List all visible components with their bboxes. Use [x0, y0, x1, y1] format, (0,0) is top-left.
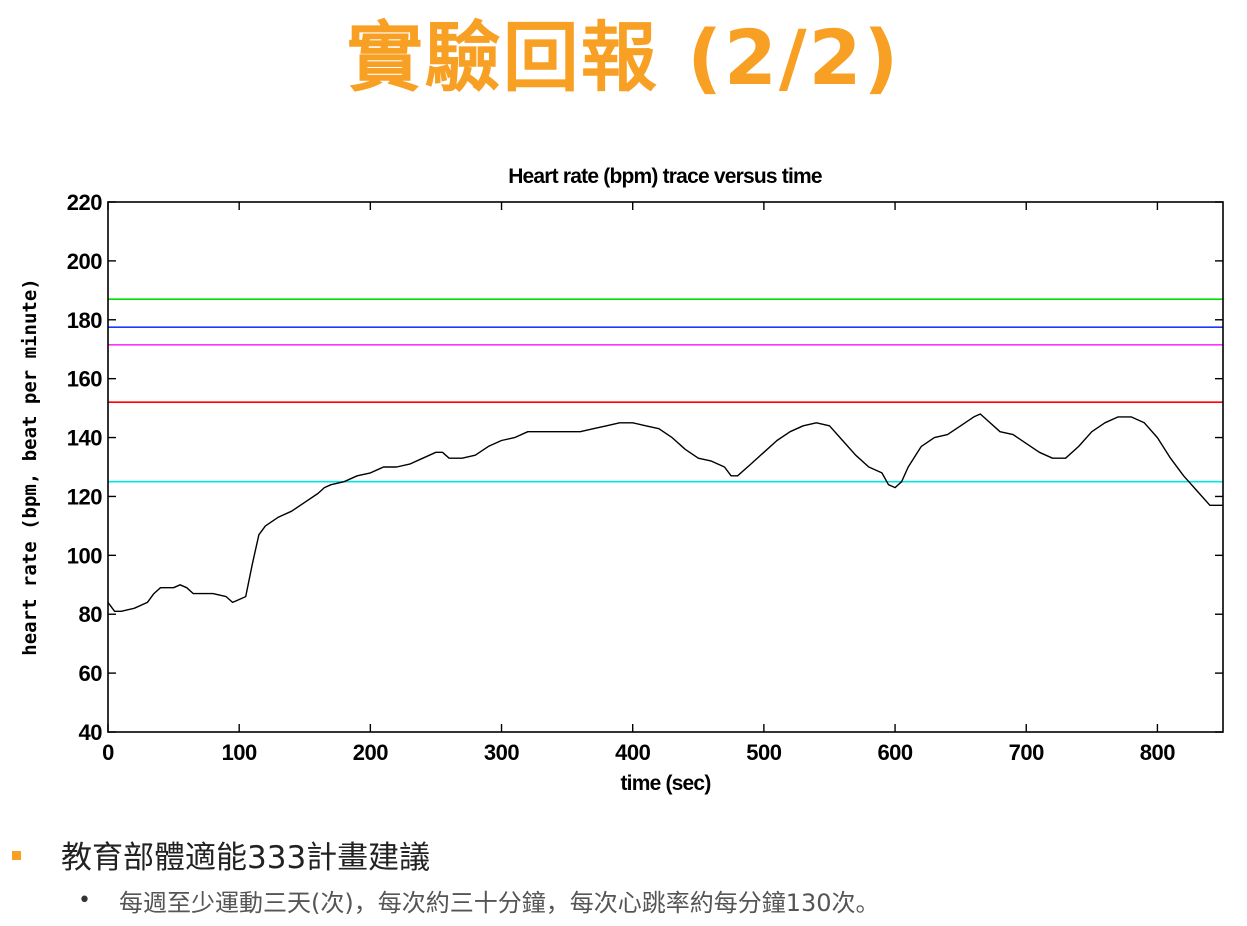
y-tick-label: 180 — [67, 308, 102, 333]
x-tick-label: 0 — [102, 740, 114, 765]
y-tick-label: 200 — [67, 249, 102, 274]
bullet-text: 教育部體適能333計畫建議 — [61, 839, 431, 876]
sub-bullet-item: • 每週至少運動三天(次)，每次約三十分鐘，每次心跳率約每分鐘130次。 — [78, 882, 880, 918]
plot-frame — [107, 201, 1224, 733]
x-tick-label: 500 — [746, 740, 781, 765]
y-tick-label: 160 — [67, 367, 102, 392]
y-tick-label: 120 — [67, 484, 102, 509]
y-tick-label: 60 — [79, 661, 103, 686]
y-tick-label: 100 — [67, 543, 102, 568]
y-axis-label: heart rate (bpm, beat per minute) — [19, 278, 41, 656]
x-axis-label: time (sec) — [620, 772, 710, 795]
x-tick-label: 800 — [1140, 740, 1175, 765]
heart-rate-chart: Heart rate (bpm) trace versus time 0 100 2… — [19, 165, 1224, 795]
x-tick-label: 700 — [1009, 740, 1044, 765]
x-tick-label: 100 — [222, 740, 257, 765]
slide-title: 實驗回報 (2/2) — [346, 13, 901, 102]
dot-bullet-icon: • — [78, 887, 91, 913]
x-tick-label: 600 — [877, 740, 912, 765]
heart-rate-line — [107, 413, 1223, 612]
x-tick-label: 400 — [615, 740, 650, 765]
y-tick-label: 80 — [79, 602, 103, 627]
sub-bullet-text: 每週至少運動三天(次)，每次約三十分鐘，每次心跳率約每分鐘130次。 — [118, 888, 880, 917]
y-tick-label: 140 — [67, 426, 102, 451]
chart-title: Heart rate (bpm) trace versus time — [508, 165, 822, 188]
bullet-item: 教育部體適能333計畫建議 — [12, 832, 430, 876]
y-tick-label: 220 — [67, 190, 102, 215]
x-tick-label: 200 — [353, 740, 388, 765]
y-tick-label: 40 — [79, 720, 103, 745]
x-tick-label: 300 — [484, 740, 519, 765]
square-bullet-icon — [12, 850, 21, 860]
